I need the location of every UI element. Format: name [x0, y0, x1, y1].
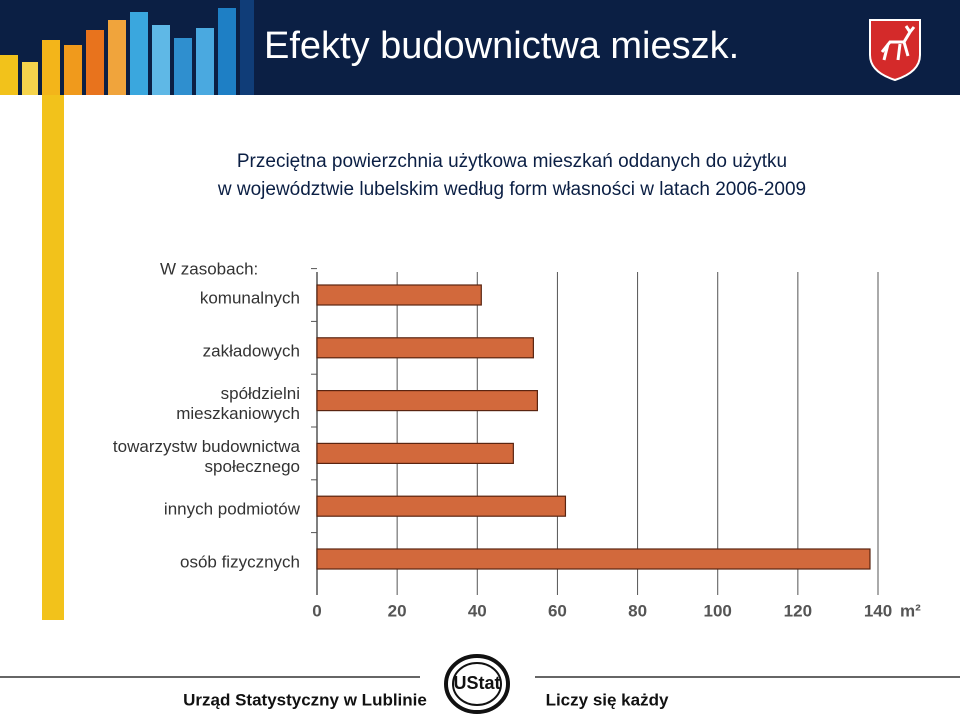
y-tick-label: zakładowych [203, 341, 300, 360]
y-tick-label: mieszkaniowych [176, 404, 300, 423]
bar [316, 337, 534, 359]
slide-title: Efekty budownictwa mieszk. [264, 25, 739, 67]
x-tick-label: 0 [312, 601, 321, 620]
y-tick-label: spółdzielni [221, 384, 300, 403]
x-tick-label: 80 [628, 601, 647, 620]
x-tick-label: 20 [388, 601, 407, 620]
y-tick-label: towarzystw budownictwa [113, 437, 301, 456]
footer-left: Urząd Statystyczny w Lublinie [183, 690, 427, 709]
x-tick-label: 120 [784, 601, 812, 620]
x-unit: m² [900, 601, 921, 620]
x-tick-label: 100 [704, 601, 732, 620]
side-bar [42, 95, 64, 620]
y-tick-label: innych podmiotów [164, 500, 301, 519]
bar [316, 284, 482, 306]
x-tick-label: 140 [864, 601, 892, 620]
y-tick-label: społecznego [205, 457, 300, 476]
bar [316, 390, 538, 412]
coat-of-arms [869, 19, 921, 82]
group-label: W zasobach: [160, 259, 258, 278]
bar [316, 495, 567, 517]
y-tick-label: osób fizycznych [180, 552, 300, 571]
footer-logo: UStat [444, 654, 510, 714]
y-tick-label: komunalnych [200, 288, 300, 307]
header-decoration [0, 0, 254, 95]
logo-text: UStat [453, 673, 500, 693]
bar [316, 548, 871, 570]
x-tick-label: 60 [548, 601, 567, 620]
footer-right: Liczy się każdy [546, 690, 669, 709]
chart-title-line: w województwie lubelskim według form wła… [217, 179, 806, 200]
chart-title-line: Przeciętna powierzchnia użytkowa mieszka… [237, 151, 787, 172]
bar [316, 442, 514, 464]
x-tick-label: 40 [468, 601, 487, 620]
